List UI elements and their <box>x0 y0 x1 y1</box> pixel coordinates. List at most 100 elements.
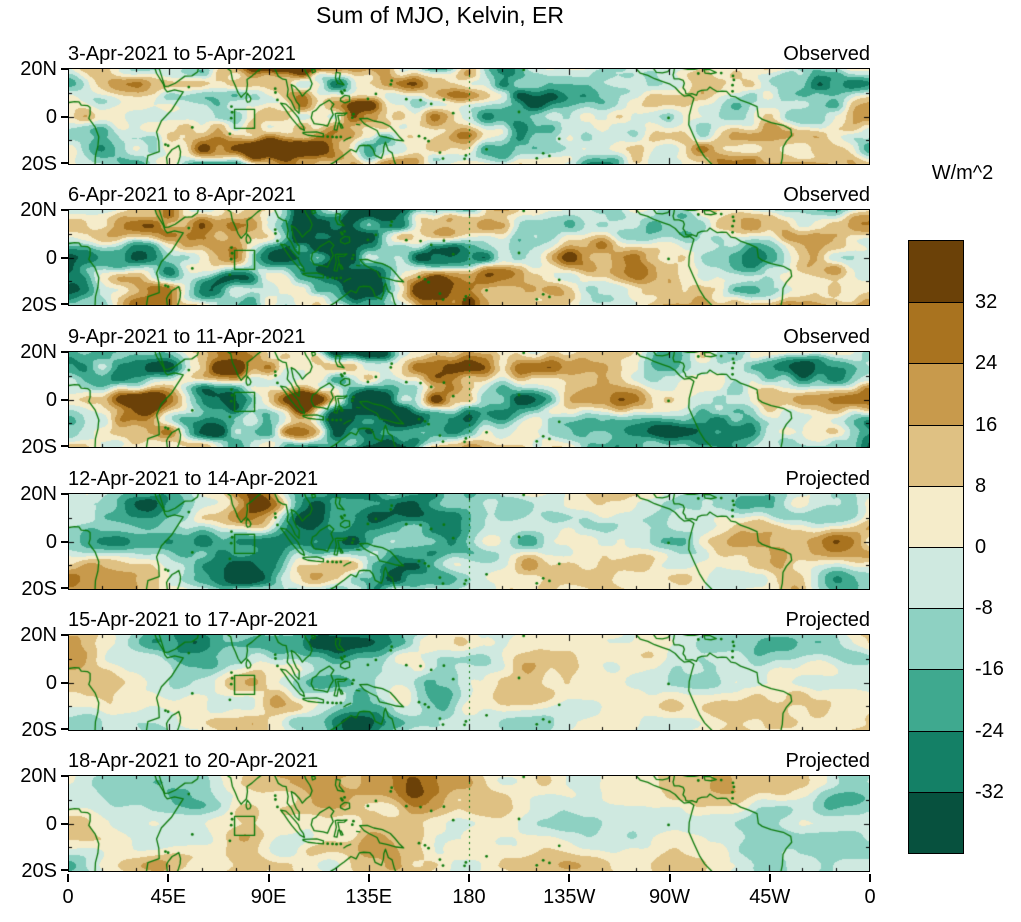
y-axis-tick <box>61 115 69 118</box>
panel-date-label: 12-Apr-2021 to 14-Apr-2021 <box>68 468 319 490</box>
x-tick-label: 45W <box>749 886 791 908</box>
panel-status-label: Projected <box>785 750 871 772</box>
map-panel-1: 3-Apr-2021 to 5-Apr-2021 Observed 20N 0 … <box>20 42 870 175</box>
colorbar-segment <box>909 241 963 303</box>
x-axis-tick <box>568 874 571 882</box>
colorbar-segment <box>909 302 963 364</box>
map-panel-4: 12-Apr-2021 to 14-Apr-2021 Projected 20N… <box>20 467 870 600</box>
y-axis-tick <box>61 822 69 825</box>
y-axis-tick <box>61 587 69 589</box>
x-tick-label: 90W <box>648 886 691 908</box>
y-axis-tick <box>61 303 69 305</box>
x-axis: 0 45E 90E 135E 180 135W 90W 45W 0 <box>62 874 876 918</box>
y-tick-label-eq: 0 <box>45 388 57 411</box>
y-axis-tick <box>61 398 69 401</box>
y-tick-label-eq: 0 <box>45 246 57 269</box>
panel-header: 15-Apr-2021 to 17-Apr-2021 Projected <box>68 608 870 634</box>
panel-date-label: 9-Apr-2021 to 11-Apr-2021 <box>68 326 306 348</box>
x-tick-label: 135W <box>543 886 596 908</box>
y-tick-label-20s: 20S <box>21 153 57 175</box>
map-panel-5: 15-Apr-2021 to 17-Apr-2021 Projected 20N… <box>20 608 870 741</box>
y-tick-label-eq: 0 <box>45 671 57 694</box>
y-tick-label-20n: 20N <box>20 58 57 80</box>
map-area: 20N 0 20S <box>20 483 870 600</box>
panel-status-label: Projected <box>785 468 871 490</box>
y-tick-label-20s: 20S <box>21 719 57 741</box>
panel-date-label: 3-Apr-2021 to 5-Apr-2021 <box>68 43 296 65</box>
y-tick-label-20s: 20S <box>21 294 57 316</box>
x-tick-label: 135E <box>345 886 393 908</box>
colorbar-tick-label: -8 <box>975 597 993 619</box>
y-tick-label-20n: 20N <box>20 765 57 787</box>
map-canvas <box>69 352 869 447</box>
map-area: 20N 0 20S <box>20 58 870 175</box>
colorbar-tick-label: 8 <box>975 475 987 497</box>
x-axis-tick <box>768 874 771 882</box>
y-tick-label-eq: 0 <box>45 530 57 553</box>
x-tick-label: 0 <box>62 886 74 908</box>
y-axis-tick <box>61 869 69 871</box>
x-axis-tick <box>67 874 69 882</box>
x-axis-tick <box>367 874 370 882</box>
panel-header: 6-Apr-2021 to 8-Apr-2021 Observed <box>68 183 870 209</box>
colorbar: 32 24 16 8 0 -8 -16 -24 -32 <box>908 240 1004 854</box>
y-axis-tick <box>61 445 69 447</box>
panel-status-label: Projected <box>785 609 871 631</box>
x-axis-tick <box>167 874 170 882</box>
colorbar-segment <box>909 669 963 731</box>
x-axis-tick <box>668 874 671 882</box>
colorbar-tick-label: -24 <box>975 720 1004 742</box>
colorbar-segment <box>909 424 963 486</box>
x-axis-tick <box>267 874 270 882</box>
map-canvas <box>69 494 869 589</box>
y-tick-label-20n: 20N <box>20 341 57 363</box>
panel-status-label: Observed <box>783 326 870 348</box>
x-tick-label: 90E <box>250 886 287 908</box>
y-tick-label-20n: 20N <box>20 199 57 221</box>
panel-header: 18-Apr-2021 to 20-Apr-2021 Projected <box>68 749 870 775</box>
map-area: 20N 0 20S <box>20 341 870 458</box>
figure-title: Sum of MJO, Kelvin, ER <box>316 2 564 28</box>
x-tick-label: 180 <box>452 886 486 908</box>
panel-status-label: Observed <box>783 43 870 65</box>
colorbar-segment <box>909 485 963 547</box>
y-tick-label-eq: 0 <box>45 812 57 835</box>
colorbar-tick-label: 0 <box>975 536 987 558</box>
colorbar-tick-label: 24 <box>975 352 998 374</box>
map-canvas <box>69 69 869 164</box>
colorbar-segment <box>909 363 963 425</box>
panel-header: 3-Apr-2021 to 5-Apr-2021 Observed <box>68 42 870 68</box>
panel-header: 9-Apr-2021 to 11-Apr-2021 Observed <box>68 325 870 351</box>
panel-header: 12-Apr-2021 to 14-Apr-2021 Projected <box>68 467 870 493</box>
x-axis-tick <box>869 874 871 882</box>
y-tick-label-20n: 20N <box>20 624 57 646</box>
y-axis-tick <box>61 68 69 70</box>
y-tick-label-eq: 0 <box>45 105 57 128</box>
colorbar-segment <box>909 730 963 792</box>
colorbar-segment <box>909 546 963 609</box>
map-canvas <box>69 635 869 730</box>
colorbar-segment <box>909 791 963 853</box>
map-panel-3: 9-Apr-2021 to 11-Apr-2021 Observed 20N 0… <box>20 325 870 458</box>
colorbar-tick-label: -16 <box>975 658 1004 680</box>
panel-status-label: Observed <box>783 184 870 206</box>
y-axis-tick <box>61 634 69 636</box>
colorbar-unit-label: W/m^2 <box>931 162 994 184</box>
y-tick-label-20n: 20N <box>20 483 57 505</box>
map-panel-6: 18-Apr-2021 to 20-Apr-2021 Projected 20N… <box>20 749 870 882</box>
map-canvas <box>69 776 869 871</box>
x-tick-label: 45E <box>150 886 187 908</box>
y-tick-label-20s: 20S <box>21 436 57 458</box>
y-axis-tick <box>61 351 69 353</box>
map-area: 20N 0 20S <box>20 199 870 316</box>
colorbar-tick-label: -32 <box>975 781 1004 803</box>
colorbar-segment <box>909 608 963 670</box>
panel-date-label: 6-Apr-2021 to 8-Apr-2021 <box>68 184 296 206</box>
y-axis-tick <box>61 540 69 543</box>
map-panel-2: 6-Apr-2021 to 8-Apr-2021 Observed 20N 0 … <box>20 183 870 316</box>
x-tick-label: 0 <box>864 886 876 908</box>
colorbar-tick-label: 16 <box>975 414 998 436</box>
y-axis-tick <box>61 162 69 164</box>
y-axis-tick <box>61 681 69 684</box>
